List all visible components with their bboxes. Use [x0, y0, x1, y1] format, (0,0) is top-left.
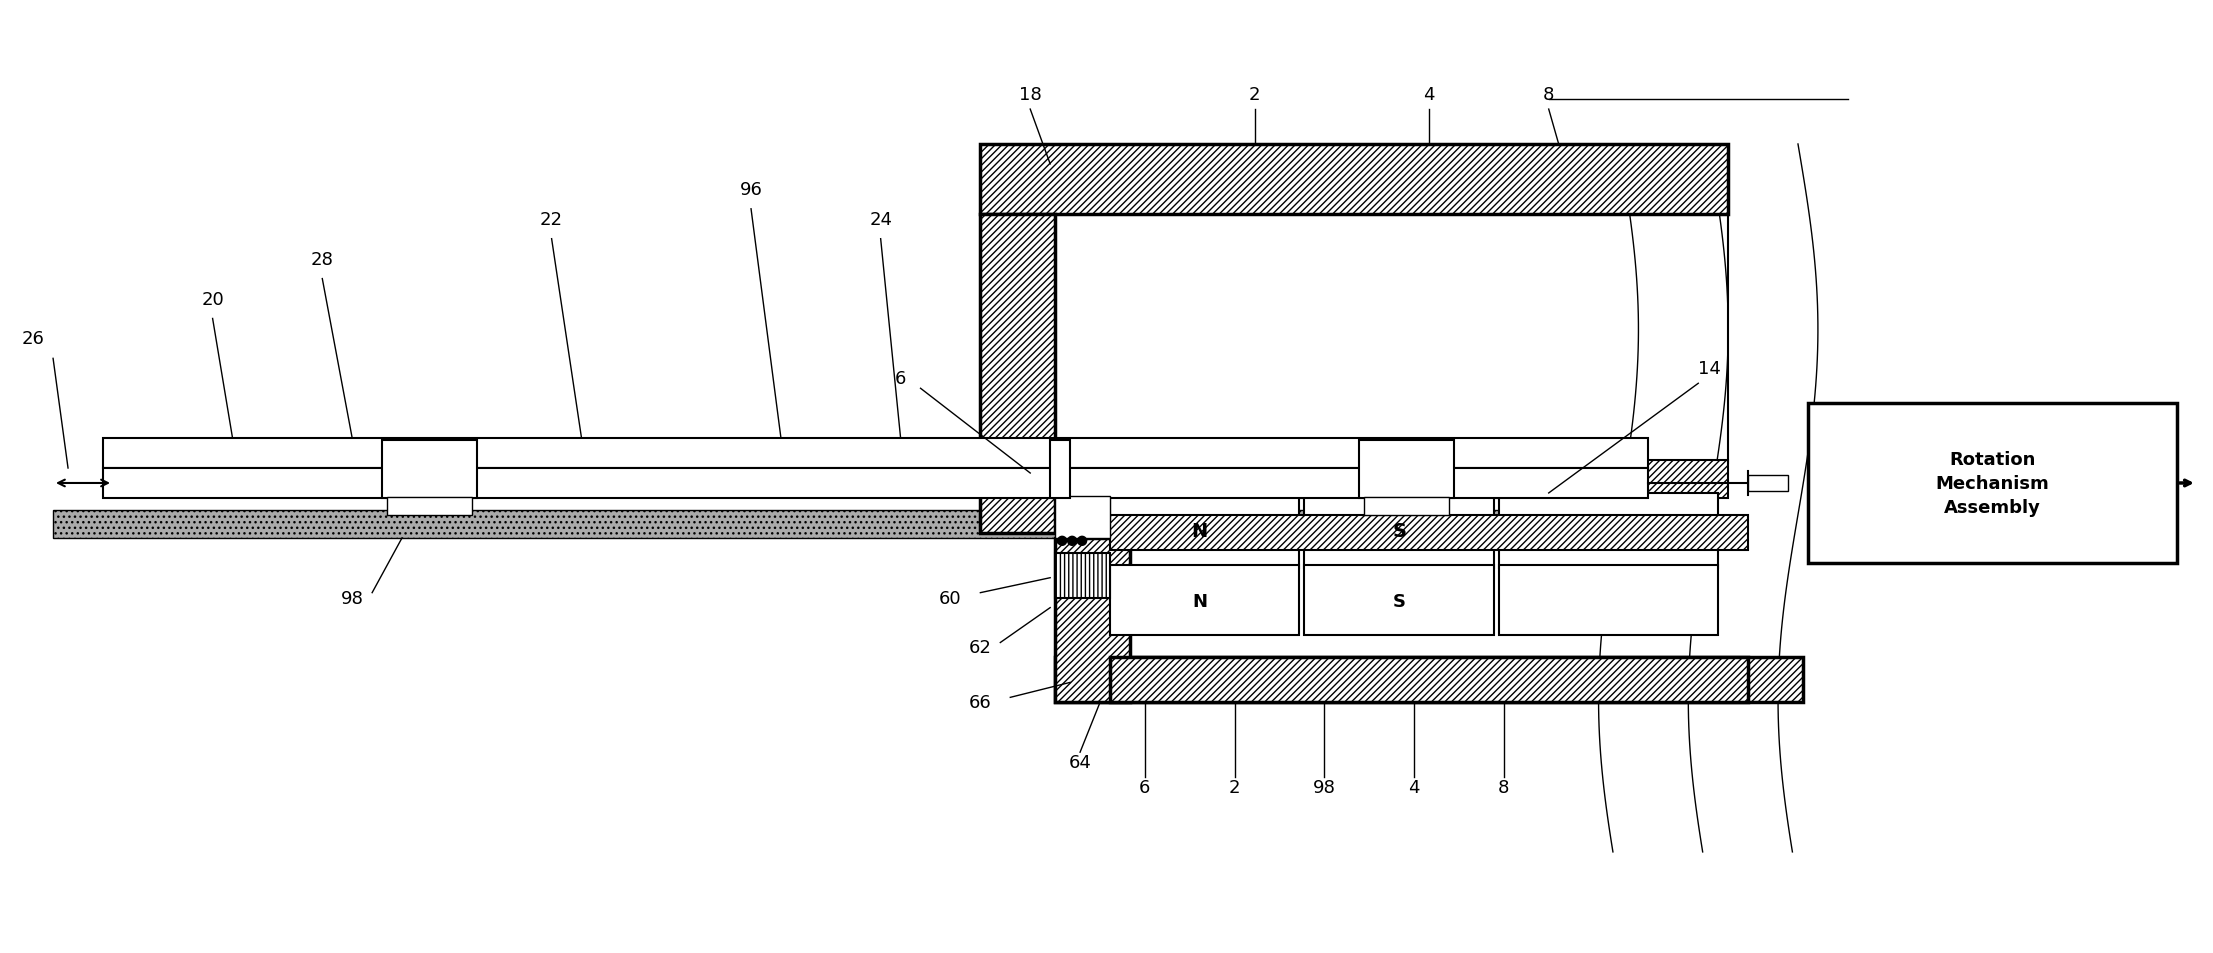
- Text: 20: 20: [201, 291, 224, 308]
- Bar: [1056, 460, 1728, 498]
- Bar: [980, 145, 1728, 214]
- Text: 66: 66: [969, 694, 991, 712]
- Bar: [387, 497, 471, 516]
- Text: S: S: [1392, 522, 1405, 540]
- Text: 6: 6: [1140, 779, 1151, 797]
- Bar: [1359, 440, 1454, 498]
- Bar: [1111, 516, 1748, 550]
- Bar: [1748, 476, 1788, 492]
- Text: Rotation
Mechanism
Assembly: Rotation Mechanism Assembly: [1936, 451, 2049, 516]
- Text: 4: 4: [1407, 779, 1421, 797]
- Bar: [1056, 538, 1131, 702]
- Bar: [1111, 658, 1748, 702]
- Text: 2: 2: [1228, 779, 1239, 797]
- Text: 6: 6: [894, 370, 907, 388]
- FancyBboxPatch shape: [1808, 404, 2178, 563]
- Bar: [980, 214, 1056, 534]
- Bar: [1498, 565, 1717, 635]
- Text: 22: 22: [540, 211, 562, 229]
- Text: 98: 98: [1312, 779, 1337, 797]
- Text: 98: 98: [341, 589, 363, 607]
- Text: 8: 8: [1542, 86, 1554, 104]
- Text: 14: 14: [1697, 360, 1722, 378]
- Bar: [1056, 553, 1111, 598]
- Text: N: N: [1193, 592, 1208, 610]
- Text: 4: 4: [1423, 86, 1434, 104]
- Text: 24: 24: [870, 211, 892, 229]
- Bar: [1056, 214, 1728, 463]
- Text: S: S: [1392, 592, 1405, 610]
- Circle shape: [1067, 537, 1076, 546]
- Text: 62: 62: [969, 639, 991, 657]
- Circle shape: [1058, 537, 1067, 546]
- Bar: [1303, 494, 1494, 568]
- Text: 26: 26: [22, 330, 44, 348]
- Bar: [1363, 497, 1450, 516]
- Bar: [1111, 494, 1299, 568]
- Bar: [1051, 440, 1071, 498]
- Bar: [104, 469, 1649, 498]
- Text: 2: 2: [1248, 86, 1261, 104]
- Text: 96: 96: [739, 181, 763, 198]
- Text: 8: 8: [1498, 779, 1509, 797]
- Bar: [1111, 565, 1299, 635]
- Bar: [1498, 494, 1717, 568]
- Bar: [1056, 497, 1111, 538]
- Text: 18: 18: [1018, 86, 1042, 104]
- Bar: [1056, 658, 1804, 702]
- Bar: [53, 511, 1669, 538]
- Text: N: N: [1191, 522, 1208, 540]
- Bar: [383, 440, 476, 498]
- Text: 64: 64: [1069, 754, 1091, 771]
- Text: 28: 28: [310, 251, 334, 269]
- Circle shape: [1078, 537, 1087, 546]
- Text: 60: 60: [938, 589, 963, 607]
- Bar: [1303, 565, 1494, 635]
- Bar: [104, 438, 1649, 469]
